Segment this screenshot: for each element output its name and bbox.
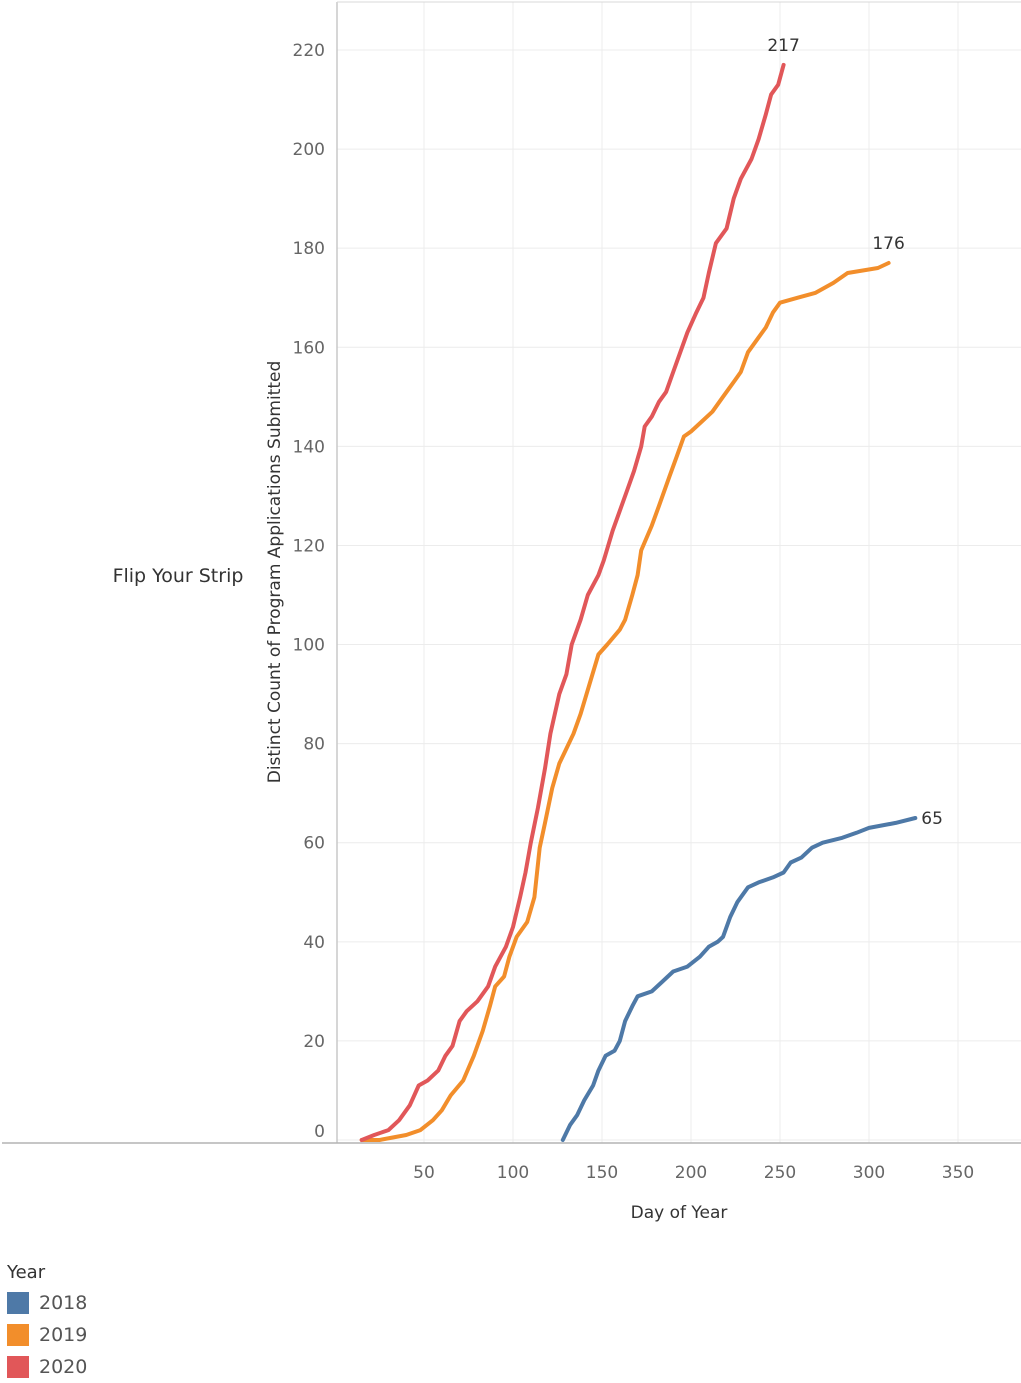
line-chart: 0 20 40 60 80 100 120 140 160 180 200 220 50 100 150 2… — [2, 1, 1021, 1223]
y-axis-title: Distinct Count of Program Applications S… — [265, 361, 285, 784]
y-tick-label: 140 — [293, 437, 325, 457]
legend-swatch — [7, 1324, 29, 1346]
legend-title: Year — [7, 1262, 46, 1283]
y-tick-label: 60 — [303, 834, 325, 854]
x-tick-label: 350 — [942, 1163, 974, 1183]
series-line-2020 — [359, 62, 786, 1142]
y-tick-labels: 0 20 40 60 80 100 120 140 160 180 200 220 — [293, 41, 325, 1142]
y-tick-label: 180 — [293, 239, 325, 259]
y-tick-label: 100 — [293, 636, 325, 656]
legend-item-2018[interactable]: 2018 — [7, 1287, 87, 1319]
end-label-2019: 176 — [872, 234, 904, 254]
y-tick-label: 80 — [303, 735, 325, 755]
x-tick-labels: 50 100 150 200 250 300 350 — [413, 1163, 974, 1183]
x-tick-label: 250 — [764, 1163, 796, 1183]
row-header-label: Flip Your Strip — [113, 565, 244, 587]
y-tick-label: 20 — [303, 1032, 325, 1052]
legend-items: 2018 2019 2020 — [7, 1287, 87, 1383]
legend-label: 2019 — [39, 1324, 88, 1346]
series-lines — [359, 62, 918, 1142]
x-tick-label: 200 — [675, 1163, 707, 1183]
legend-swatch — [7, 1356, 29, 1378]
end-label-2018: 65 — [921, 809, 943, 829]
x-tick-label: 50 — [413, 1163, 435, 1183]
y-tick-label: 40 — [303, 933, 325, 953]
y-tick-label: 120 — [293, 536, 325, 556]
y-tick-label: 0 — [314, 1122, 325, 1142]
y-tick-label: 200 — [293, 140, 325, 160]
series-end-labels: 65 176 217 — [767, 36, 943, 829]
legend-item-2019[interactable]: 2019 — [7, 1319, 87, 1351]
legend-item-2020[interactable]: 2020 — [7, 1351, 87, 1383]
legend-swatch — [7, 1292, 29, 1314]
series-line-2019 — [359, 261, 891, 1142]
series-line-2018 — [560, 816, 918, 1142]
gridlines — [337, 2, 1021, 1143]
y-tick-label: 220 — [293, 41, 325, 61]
legend-label: 2018 — [39, 1292, 88, 1314]
x-tick-label: 300 — [853, 1163, 885, 1183]
legend: Year 2018 2019 2020 — [7, 1262, 87, 1383]
y-tick-label: 160 — [293, 338, 325, 358]
x-tick-label: 150 — [586, 1163, 618, 1183]
x-tick-label: 100 — [497, 1163, 529, 1183]
end-label-2020: 217 — [767, 36, 799, 56]
legend-label: 2020 — [39, 1356, 88, 1378]
x-axis-title: Day of Year — [631, 1203, 728, 1223]
